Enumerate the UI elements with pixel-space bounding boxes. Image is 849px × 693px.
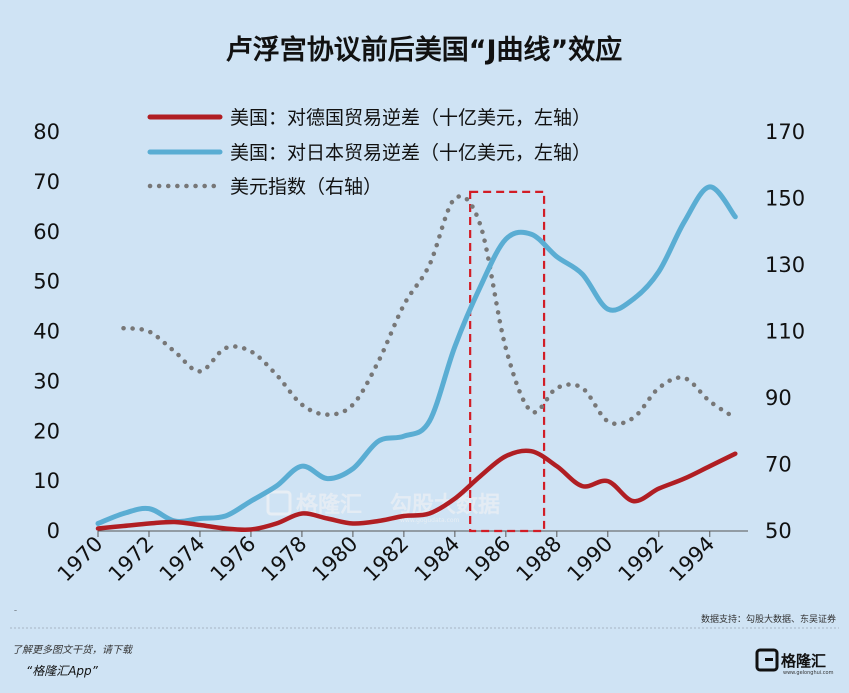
y-right-tick-label: 130 (765, 253, 805, 277)
logo-url: www.gelonghui.com (783, 670, 834, 676)
y-left-tick-label: 30 (33, 369, 60, 393)
brand-logo[interactable]: 格隆汇 www.gelonghui.com (755, 648, 834, 676)
y-left-tick-label: 80 (33, 120, 60, 144)
y-left-tick-label: 20 (33, 419, 60, 443)
watermark-url: www.gogudata.com (400, 517, 460, 524)
legend-label-1: 美国：对日本贸易逆差（十亿美元，左轴） (230, 142, 591, 164)
y-left-tick-label: 0 (47, 519, 60, 543)
series-line-0 (95, 448, 738, 533)
logo-text: 格隆汇 (781, 652, 826, 670)
y-left-tick-label: 60 (33, 220, 60, 244)
y-right-tick-label: 50 (765, 519, 792, 543)
footnote-mark: – (14, 607, 17, 614)
y-right-tick-label: 110 (765, 320, 805, 344)
logo-icon-bar (765, 658, 773, 661)
watermark-logo-icon (266, 490, 292, 516)
y-right-tick-label: 170 (765, 120, 805, 144)
series-line-2 (121, 194, 738, 427)
y-left-tick-label: 10 (33, 469, 60, 493)
logo-icon (755, 648, 779, 672)
legend-label-2: 美元指数（右轴） (230, 176, 382, 198)
y-right-tick-label: 90 (765, 386, 792, 410)
y-left-tick-label: 50 (33, 270, 60, 294)
footer-app-name[interactable]: “格隆汇App” (26, 664, 99, 678)
footer-line1: 了解更多图文干货，请下载 (12, 644, 134, 656)
y-left-tick-label: 70 (33, 170, 60, 194)
y-left-tick-label: 40 (33, 320, 60, 344)
series-line-1 (95, 184, 738, 526)
legend-label-0: 美国：对德国贸易逆差（十亿美元，左轴） (230, 107, 591, 129)
legend: 美国：对德国贸易逆差（十亿美元，左轴） 美国：对日本贸易逆差（十亿美元，左轴） 美元… (147, 107, 591, 198)
series-lines (95, 184, 738, 533)
y-right-tick-label: 70 (765, 453, 792, 477)
y-right-tick-label: 150 (765, 187, 805, 211)
source-note: 数据支持：勾股大数据、东吴证券 (701, 613, 836, 625)
highlight-box (469, 190, 546, 533)
chart-title: 卢浮宫协议前后美国“J曲线”效应 (226, 34, 623, 66)
